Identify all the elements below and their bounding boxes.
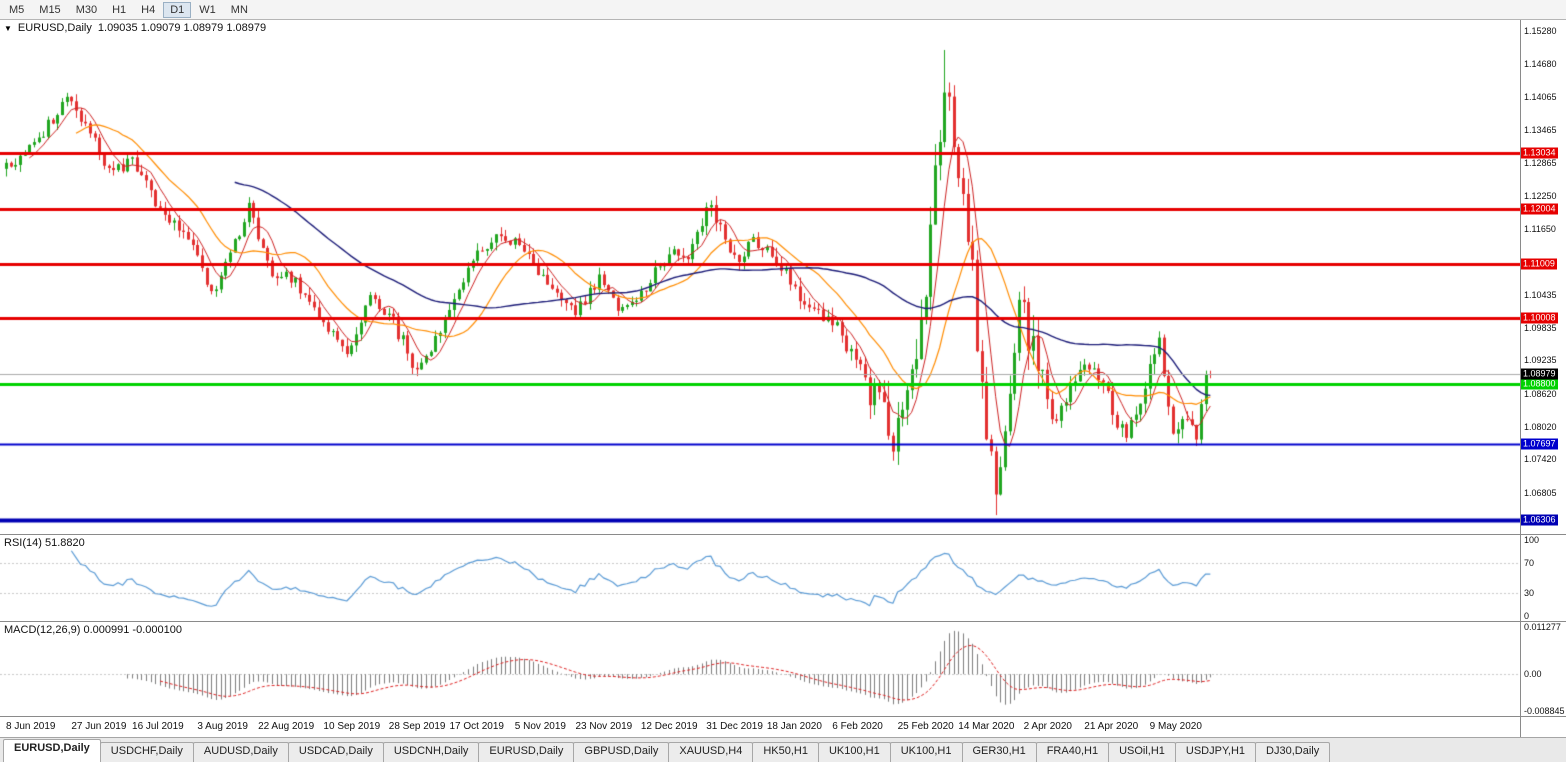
level-price-tag: 1.10008 [1521, 312, 1558, 324]
chart-tab-6-gbpusd-daily[interactable]: GBPUSD,Daily [573, 742, 670, 762]
macd-row: MACD(12,26,9) 0.000991 -0.000100 0.01127… [0, 621, 1566, 716]
chart-tab-15-dj30-daily[interactable]: DJ30,Daily [1255, 742, 1331, 762]
rsi-tick: 30 [1524, 588, 1535, 599]
date-label: 12 Dec 2019 [640, 721, 698, 732]
date-label: 5 Nov 2019 [514, 721, 566, 732]
chart-header: ▼ EURUSD,Daily 1.09035 1.09079 1.08979 1… [4, 22, 266, 34]
price-tick: 1.09835 [1524, 322, 1557, 333]
chart-tab-4-usdcnh-daily[interactable]: USDCNH,Daily [382, 742, 480, 762]
chart-tab-7-xauusd-h4[interactable]: XAUUSD,H4 [668, 742, 754, 762]
date-label: 8 Jun 2019 [6, 721, 56, 732]
date-label: 6 Feb 2020 [832, 721, 883, 732]
date-label: 23 Nov 2019 [575, 721, 633, 732]
date-label: 27 Jun 2019 [71, 721, 127, 732]
chart-tab-14-usdjpy-h1[interactable]: USDJPY,H1 [1174, 742, 1257, 762]
chart-tab-bar: EURUSD,Daily USDCHF,Daily AUDUSD,Daily USDC… [0, 737, 1566, 762]
macd-tick: 0.00 [1524, 669, 1542, 680]
level-price-tag: 1.12004 [1521, 203, 1558, 215]
macd-tick: 0.011277 [1524, 622, 1561, 632]
macd-axis: 0.011277 0.00 -0.008845 [1520, 622, 1566, 716]
price-tick: 1.06805 [1524, 487, 1557, 498]
macd-tick: -0.008845 [1524, 706, 1565, 716]
rsi-row: RSI(14) 51.8820 100 70 30 0 [0, 534, 1566, 621]
timeframe-button-d1[interactable]: D1 [163, 1, 192, 18]
macd-indicator-label: MACD(12,26,9) 0.000991 -0.000100 [4, 624, 182, 636]
price-tick: 1.14065 [1524, 92, 1557, 103]
level-price-tag: 1.13034 [1521, 147, 1558, 159]
date-label: 28 Sep 2019 [388, 721, 446, 732]
date-label: 18 Jan 2020 [766, 721, 822, 732]
chart-tab-11-ger30-h1[interactable]: GER30,H1 [961, 742, 1037, 762]
macd-canvas[interactable] [0, 622, 1520, 716]
date-label: 31 Dec 2019 [706, 721, 763, 732]
price-axis[interactable]: 1.15280 1.14680 1.14065 1.13465 1.12865 1.122… [1520, 20, 1566, 534]
price-tick: 1.14680 [1524, 58, 1557, 69]
level-price-tag: 1.06306 [1521, 514, 1558, 526]
rsi-axis: 100 70 30 0 [1520, 535, 1566, 621]
chart-tab-5-eurusd-daily[interactable]: EURUSD,Daily [478, 742, 575, 762]
rsi-panel: RSI(14) 51.8820 [0, 535, 1520, 621]
timeframe-button-w1[interactable]: W1 [199, 3, 216, 16]
price-tick: 1.09235 [1524, 355, 1557, 366]
level-price-tag: 1.07697 [1521, 438, 1558, 450]
chart-symbol-label: EURUSD,Daily [17, 22, 92, 34]
price-tick: 1.11650 [1524, 223, 1556, 234]
chart-ohlc-values: 1.09035 1.09079 1.08979 1.08979 [97, 22, 267, 34]
timeframe-button-h1[interactable]: H1 [112, 3, 127, 16]
date-axis-row: 8 Jun 2019 27 Jun 2019 16 Jul 2019 3 Aug 20… [0, 716, 1566, 737]
chart-tab-1-usdchf-daily[interactable]: USDCHF,Daily [99, 742, 194, 762]
rsi-tick: 70 [1524, 557, 1535, 568]
date-label: 14 Mar 2020 [958, 721, 1015, 732]
price-tick: 1.12250 [1524, 191, 1557, 202]
price-tick: 1.15280 [1524, 25, 1557, 36]
date-label: 16 Jul 2019 [132, 721, 184, 732]
level-price-tag: 1.11009 [1521, 258, 1557, 270]
timeframe-button-m5[interactable]: M5 [9, 3, 25, 16]
date-label: 2 Apr 2020 [1023, 721, 1072, 732]
chart-tab-3-usdcad-daily[interactable]: USDCAD,Daily [287, 742, 384, 762]
price-tick: 1.12865 [1524, 157, 1557, 168]
chart-tab-12-fra40-h1[interactable]: FRA40,H1 [1035, 742, 1110, 762]
rsi-tick: 100 [1524, 535, 1540, 545]
date-label: 9 May 2020 [1149, 721, 1202, 732]
chart-collapse-icon[interactable]: ▼ [4, 23, 12, 33]
price-tick: 1.08020 [1524, 421, 1557, 432]
date-label: 17 Oct 2019 [449, 721, 504, 732]
macd-panel: MACD(12,26,9) 0.000991 -0.000100 [0, 622, 1520, 716]
price-tick: 1.07420 [1524, 454, 1557, 465]
main-chart-panel: ▼ EURUSD,Daily 1.09035 1.09079 1.08979 1… [0, 20, 1520, 534]
level-price-tag: 1.08800 [1521, 378, 1558, 390]
price-tick: 1.08620 [1524, 388, 1557, 399]
timeframe-button-m15[interactable]: M15 [39, 3, 61, 16]
main-chart-canvas[interactable] [0, 20, 1520, 534]
chart-tab-9-uk100-h1[interactable]: UK100,H1 [817, 742, 891, 762]
date-label: 22 Aug 2019 [258, 721, 315, 732]
date-label: 25 Feb 2020 [897, 721, 954, 732]
date-label: 10 Sep 2019 [323, 721, 381, 732]
chart-tab-13-usoil-h1[interactable]: USOil,H1 [1108, 742, 1176, 762]
date-axis[interactable]: 8 Jun 2019 27 Jun 2019 16 Jul 2019 3 Aug 20… [0, 717, 1520, 737]
date-axis-corner [1520, 717, 1566, 737]
timeframe-toolbar: M5 M15 M30 H1 H4 D1 W1 MN [0, 0, 1566, 20]
chart-tab-0-eurusd-daily[interactable]: EURUSD,Daily [3, 739, 101, 762]
timeframe-button-mn[interactable]: MN [230, 3, 248, 16]
rsi-tick: 0 [1524, 611, 1530, 621]
chart-tab-10-uk100-h1[interactable]: UK100,H1 [889, 742, 963, 762]
rsi-indicator-label: RSI(14) 51.8820 [4, 537, 85, 549]
chart-tab-2-audusd-daily[interactable]: AUDUSD,Daily [192, 742, 289, 762]
price-tick: 1.10435 [1524, 289, 1557, 300]
rsi-canvas[interactable] [0, 535, 1520, 621]
timeframe-button-h4[interactable]: H4 [141, 3, 156, 16]
chart-tab-8-hk50-h1[interactable]: HK50,H1 [752, 742, 819, 762]
date-label: 21 Apr 2020 [1084, 721, 1139, 732]
main-chart-row: ▼ EURUSD,Daily 1.09035 1.09079 1.08979 1… [0, 20, 1566, 534]
current-price-tag: 1.08979 [1521, 368, 1558, 380]
timeframe-button-m30[interactable]: M30 [75, 3, 98, 16]
price-tick: 1.13465 [1524, 124, 1557, 135]
date-label: 3 Aug 2019 [197, 721, 248, 732]
